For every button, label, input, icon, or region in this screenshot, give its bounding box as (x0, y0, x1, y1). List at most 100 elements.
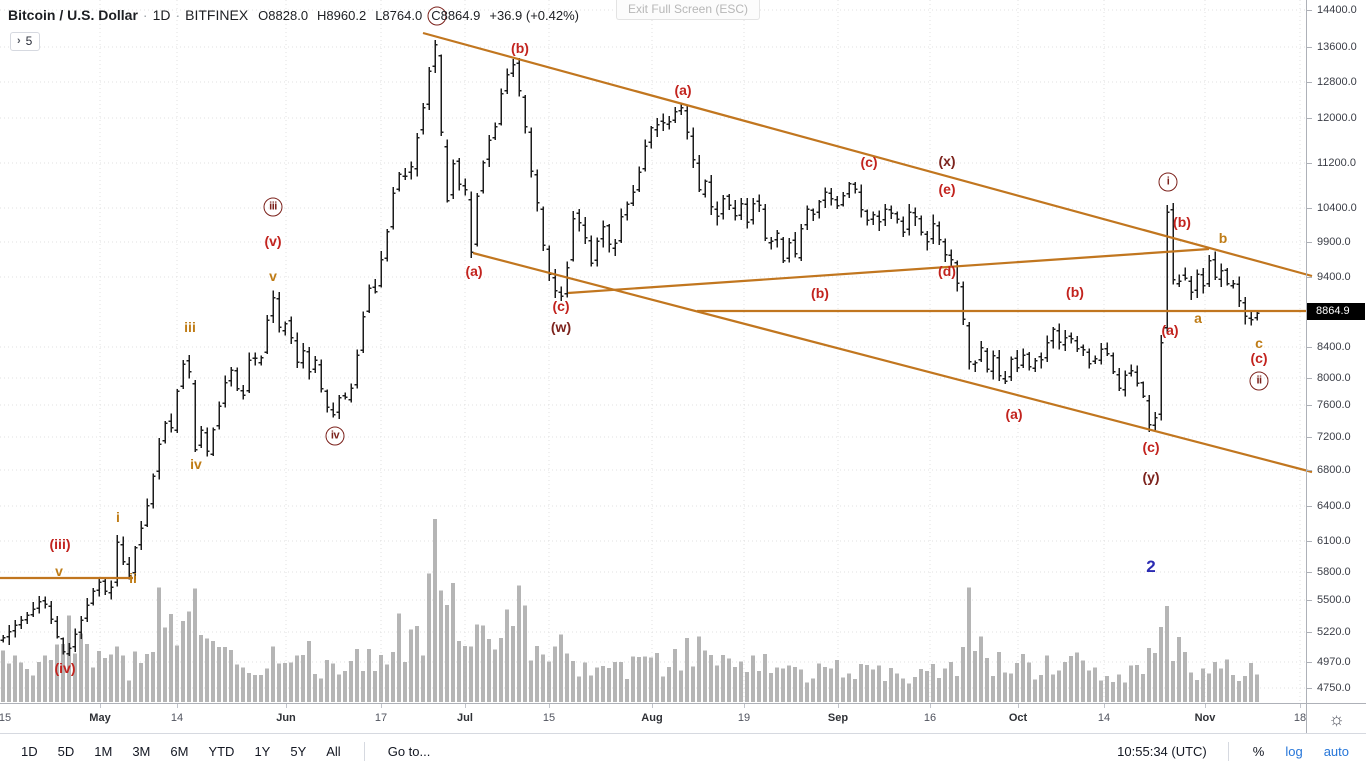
time-tick-mark (100, 704, 101, 708)
time-axis[interactable]: 15 May 14 Jun 17 Jul 15 Aug 19 Sep 16 Oct 14 Nov 18 (0, 703, 1306, 733)
percent-scale-button[interactable]: % (1252, 743, 1265, 759)
log-scale-button[interactable]: log (1285, 743, 1303, 759)
price-tick-label: 4750.0 (1317, 682, 1351, 694)
time-tick-label: Sep (827, 712, 849, 724)
price-tick-mark (1307, 688, 1312, 689)
range-button-6m[interactable]: 6M (170, 743, 189, 759)
range-button-ytd[interactable]: YTD (208, 743, 235, 759)
range-button-5d[interactable]: 5D (57, 743, 75, 759)
chevron-right-icon: › (17, 35, 21, 47)
price-tick-label: 10400.0 (1317, 202, 1357, 214)
time-tick-mark (549, 704, 550, 708)
change-value: +36.9 (+0.42%) (489, 8, 579, 23)
toolbar-status: 10:55:34 (UTC) % log auto (1117, 741, 1352, 761)
time-tick-label: 14 (170, 712, 184, 724)
exchange-label: BITFINEX (185, 7, 249, 23)
time-tick-label: Oct (1008, 712, 1028, 724)
time-tick-mark (1300, 704, 1301, 708)
time-tick-label: 15 (542, 712, 556, 724)
range-button-1d[interactable]: 1D (21, 743, 38, 759)
price-tick-label: 5800.0 (1317, 566, 1351, 578)
price-bars (0, 39, 1260, 657)
price-tick-label: 11200.0 (1317, 157, 1356, 169)
price-tick-label: 5500.0 (1317, 594, 1351, 606)
chart-canvas[interactable] (0, 0, 1366, 703)
price-tick-mark (1307, 118, 1312, 119)
price-tick-mark (1307, 506, 1312, 507)
price-tick-label: 7600.0 (1317, 399, 1351, 411)
time-tick-mark (1205, 704, 1206, 708)
price-tick-label: 5220.0 (1317, 626, 1351, 638)
range-button-3m[interactable]: 3M (132, 743, 151, 759)
trendlines[interactable] (0, 31, 1313, 580)
price-tick-mark (1307, 405, 1312, 406)
gridlines (0, 0, 1306, 703)
time-tick-mark (381, 704, 382, 708)
time-tick-label: Aug (641, 712, 663, 724)
time-tick-label: 15 (0, 712, 12, 724)
interval-label[interactable]: 1D (152, 7, 171, 23)
price-tick-label: 6800.0 (1317, 464, 1351, 476)
time-tick-mark (1018, 704, 1019, 708)
price-tick-mark (1307, 632, 1312, 633)
range-button-1m[interactable]: 1M (94, 743, 113, 759)
ohlc-values: O8828.0 H8960.2 L8764.0 C8864.9 +36.9 (+… (258, 8, 579, 23)
price-tick-label: 9900.0 (1317, 236, 1351, 248)
symbol-header[interactable]: Bitcoin / U.S. Dollar · 1D · BITFINEX O8… (8, 7, 579, 23)
time-tick-label: May (89, 712, 111, 724)
price-tick-mark (1307, 242, 1312, 243)
price-tick-mark (1307, 47, 1312, 48)
price-tick-label: 6400.0 (1317, 500, 1351, 512)
time-tick-label: 19 (737, 712, 751, 724)
settings-gear-icon[interactable]: ☼ (1328, 708, 1345, 729)
price-tick-mark (1307, 277, 1312, 278)
price-tick-label: 6100.0 (1317, 535, 1351, 547)
time-tick-mark (838, 704, 839, 708)
price-tick-label: 4970.0 (1317, 656, 1351, 668)
time-tick-mark (930, 704, 931, 708)
time-tick-label: Jun (276, 712, 296, 724)
time-tick-label: 17 (374, 712, 388, 724)
price-tick-label: 8400.0 (1317, 341, 1351, 353)
close-value: C8864.9 (431, 8, 481, 23)
price-tick-label: 14400.0 (1317, 4, 1357, 16)
auto-scale-button[interactable]: auto (1323, 743, 1349, 759)
time-tick-label: Nov (1194, 712, 1216, 724)
time-tick-mark (652, 704, 653, 708)
time-tick-label: Jul (457, 712, 473, 724)
range-button-all[interactable]: All (326, 743, 341, 759)
price-tick-mark (1307, 437, 1312, 438)
low-value: L8764.0 (375, 8, 423, 23)
object-count: 5 (25, 34, 33, 48)
price-tick-mark (1307, 82, 1312, 83)
axis-corner: ☼ (1306, 703, 1366, 733)
object-tree-button[interactable]: › 5 (10, 32, 41, 51)
symbol-title[interactable]: Bitcoin / U.S. Dollar (8, 7, 138, 23)
price-tick-mark (1307, 378, 1312, 379)
time-tick-label: 18 (1293, 712, 1306, 724)
price-tick-label: 12800.0 (1317, 76, 1357, 88)
time-tick-mark (465, 704, 466, 708)
clock-utc[interactable]: 10:55:34 (UTC) (1117, 743, 1207, 759)
toolbar-separator (1227, 741, 1229, 761)
open-value: O8828.0 (258, 8, 309, 23)
price-axis[interactable]: 14400.0 13600.0 12800.0 12000.0 11200.0 10400… (1306, 0, 1366, 703)
time-tick-mark (1104, 704, 1105, 708)
price-tick-mark (1307, 208, 1312, 209)
bottom-toolbar: 1D 5D 1M 3M 6M YTD 1Y 5Y All Go to... 10:55:34 (… (0, 733, 1366, 768)
separator-dot: · (142, 7, 148, 23)
price-tick-label: 12000.0 (1317, 112, 1357, 124)
exit-fullscreen-tooltip: Exit Full Screen (ESC) (615, 0, 761, 20)
range-button-1y[interactable]: 1Y (254, 743, 271, 759)
volume-bars (1, 519, 1259, 702)
time-tick-label: 16 (923, 712, 937, 724)
time-tick-mark (744, 704, 745, 708)
separator-dot: · (175, 7, 181, 23)
range-button-5y[interactable]: 5Y (290, 743, 307, 759)
goto-button[interactable]: Go to... (387, 743, 431, 759)
price-tick-mark (1307, 600, 1312, 601)
range-buttons: 1D 5D 1M 3M 6M YTD 1Y 5Y All Go to... (18, 741, 433, 761)
time-tick-label: 14 (1097, 712, 1111, 724)
price-tick-mark (1307, 662, 1312, 663)
price-tick-mark (1307, 347, 1312, 348)
